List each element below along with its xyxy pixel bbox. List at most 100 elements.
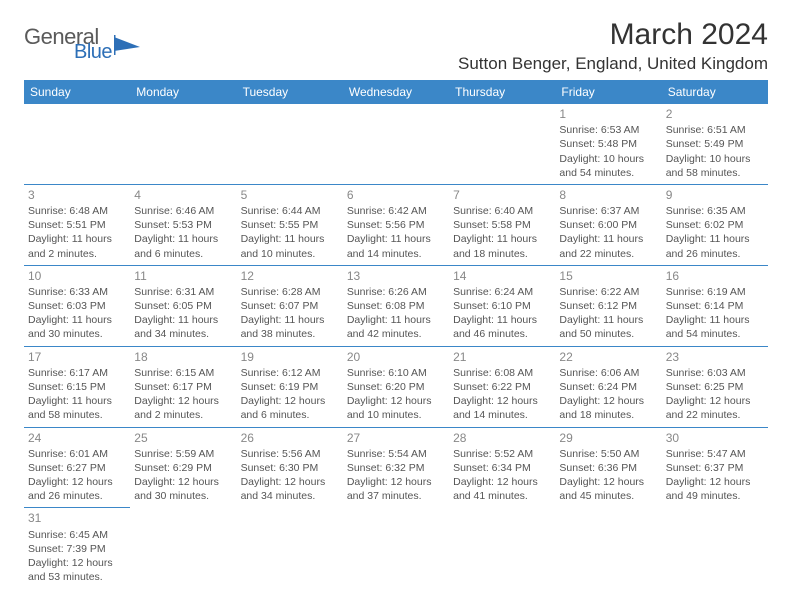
calendar-day-cell: 31Sunrise: 6:45 AMSunset: 7:39 PMDayligh… [24, 508, 130, 588]
sunset-line: Sunset: 5:48 PM [559, 137, 657, 151]
calendar-day-cell: 11Sunrise: 6:31 AMSunset: 6:05 PMDayligh… [130, 265, 236, 346]
day-number: 28 [453, 430, 551, 446]
daylight-line: Daylight: 11 hours and 22 minutes. [559, 232, 657, 260]
weekday-header: Tuesday [237, 80, 343, 104]
calendar-empty-cell [343, 104, 449, 184]
sunset-line: Sunset: 6:30 PM [241, 461, 339, 475]
daylight-line: Daylight: 12 hours and 45 minutes. [559, 475, 657, 503]
calendar-body: 1Sunrise: 6:53 AMSunset: 5:48 PMDaylight… [24, 104, 768, 588]
day-number: 25 [134, 430, 232, 446]
calendar-day-cell: 17Sunrise: 6:17 AMSunset: 6:15 PMDayligh… [24, 346, 130, 427]
daylight-line: Daylight: 12 hours and 34 minutes. [241, 475, 339, 503]
calendar-day-cell: 27Sunrise: 5:54 AMSunset: 6:32 PMDayligh… [343, 427, 449, 508]
daylight-line: Daylight: 11 hours and 38 minutes. [241, 313, 339, 341]
daylight-line: Daylight: 12 hours and 22 minutes. [666, 394, 764, 422]
day-number: 29 [559, 430, 657, 446]
daylight-line: Daylight: 11 hours and 10 minutes. [241, 232, 339, 260]
calendar-day-cell: 12Sunrise: 6:28 AMSunset: 6:07 PMDayligh… [237, 265, 343, 346]
sunrise-line: Sunrise: 6:51 AM [666, 123, 764, 137]
calendar-day-cell: 6Sunrise: 6:42 AMSunset: 5:56 PMDaylight… [343, 184, 449, 265]
sunrise-line: Sunrise: 6:48 AM [28, 204, 126, 218]
sunset-line: Sunset: 6:27 PM [28, 461, 126, 475]
sunset-line: Sunset: 6:20 PM [347, 380, 445, 394]
calendar-day-cell: 20Sunrise: 6:10 AMSunset: 6:20 PMDayligh… [343, 346, 449, 427]
sunrise-line: Sunrise: 5:47 AM [666, 447, 764, 461]
sunset-line: Sunset: 6:08 PM [347, 299, 445, 313]
daylight-line: Daylight: 12 hours and 6 minutes. [241, 394, 339, 422]
daylight-line: Daylight: 11 hours and 42 minutes. [347, 313, 445, 341]
calendar-day-cell: 22Sunrise: 6:06 AMSunset: 6:24 PMDayligh… [555, 346, 661, 427]
calendar-week-row: 3Sunrise: 6:48 AMSunset: 5:51 PMDaylight… [24, 184, 768, 265]
daylight-line: Daylight: 12 hours and 18 minutes. [559, 394, 657, 422]
sunset-line: Sunset: 6:15 PM [28, 380, 126, 394]
sunset-line: Sunset: 5:49 PM [666, 137, 764, 151]
sunrise-line: Sunrise: 6:19 AM [666, 285, 764, 299]
sunset-line: Sunset: 6:29 PM [134, 461, 232, 475]
day-number: 17 [28, 349, 126, 365]
day-number: 14 [453, 268, 551, 284]
sunset-line: Sunset: 6:12 PM [559, 299, 657, 313]
calendar-day-cell: 5Sunrise: 6:44 AMSunset: 5:55 PMDaylight… [237, 184, 343, 265]
day-number: 5 [241, 187, 339, 203]
daylight-line: Daylight: 12 hours and 10 minutes. [347, 394, 445, 422]
daylight-line: Daylight: 12 hours and 14 minutes. [453, 394, 551, 422]
logo: General Blue [24, 26, 142, 62]
calendar-day-cell: 10Sunrise: 6:33 AMSunset: 6:03 PMDayligh… [24, 265, 130, 346]
calendar-empty-cell [343, 508, 449, 588]
sunset-line: Sunset: 6:34 PM [453, 461, 551, 475]
daylight-line: Daylight: 11 hours and 2 minutes. [28, 232, 126, 260]
weekday-header: Saturday [662, 80, 768, 104]
daylight-line: Daylight: 11 hours and 46 minutes. [453, 313, 551, 341]
day-number: 21 [453, 349, 551, 365]
day-number: 19 [241, 349, 339, 365]
daylight-line: Daylight: 12 hours and 49 minutes. [666, 475, 764, 503]
calendar-day-cell: 24Sunrise: 6:01 AMSunset: 6:27 PMDayligh… [24, 427, 130, 508]
day-number: 15 [559, 268, 657, 284]
sunrise-line: Sunrise: 6:46 AM [134, 204, 232, 218]
sunset-line: Sunset: 6:25 PM [666, 380, 764, 394]
weekday-header: Wednesday [343, 80, 449, 104]
sunrise-line: Sunrise: 6:44 AM [241, 204, 339, 218]
sunset-line: Sunset: 6:10 PM [453, 299, 551, 313]
calendar-empty-cell [555, 508, 661, 588]
day-number: 1 [559, 106, 657, 122]
daylight-line: Daylight: 11 hours and 50 minutes. [559, 313, 657, 341]
calendar-day-cell: 13Sunrise: 6:26 AMSunset: 6:08 PMDayligh… [343, 265, 449, 346]
sunset-line: Sunset: 5:51 PM [28, 218, 126, 232]
sunset-line: Sunset: 6:14 PM [666, 299, 764, 313]
calendar-day-cell: 21Sunrise: 6:08 AMSunset: 6:22 PMDayligh… [449, 346, 555, 427]
sunset-line: Sunset: 6:17 PM [134, 380, 232, 394]
day-number: 3 [28, 187, 126, 203]
sunrise-line: Sunrise: 5:54 AM [347, 447, 445, 461]
calendar-day-cell: 26Sunrise: 5:56 AMSunset: 6:30 PMDayligh… [237, 427, 343, 508]
calendar-day-cell: 15Sunrise: 6:22 AMSunset: 6:12 PMDayligh… [555, 265, 661, 346]
calendar-week-row: 17Sunrise: 6:17 AMSunset: 6:15 PM Dayligh… [24, 346, 768, 427]
calendar-day-cell: 2Sunrise: 6:51 AMSunset: 5:49 PMDaylight… [662, 104, 768, 184]
day-number: 30 [666, 430, 764, 446]
calendar-week-row: 31Sunrise: 6:45 AMSunset: 7:39 PMDayligh… [24, 508, 768, 588]
daylight-line: Daylight: 11 hours and 54 minutes. [666, 313, 764, 341]
calendar-day-cell: 19Sunrise: 6:12 AMSunset: 6:19 PMDayligh… [237, 346, 343, 427]
calendar-empty-cell [237, 508, 343, 588]
day-number: 2 [666, 106, 764, 122]
logo-text-sub: Blue [74, 42, 112, 62]
sunrise-line: Sunrise: 6:42 AM [347, 204, 445, 218]
day-number: 6 [347, 187, 445, 203]
sunrise-line: Sunrise: 5:56 AM [241, 447, 339, 461]
calendar-day-cell: 7Sunrise: 6:40 AMSunset: 5:58 PMDaylight… [449, 184, 555, 265]
calendar-empty-cell [237, 104, 343, 184]
day-number: 8 [559, 187, 657, 203]
sunrise-line: Sunrise: 6:26 AM [347, 285, 445, 299]
calendar-empty-cell [24, 104, 130, 184]
sunset-line: Sunset: 5:56 PM [347, 218, 445, 232]
daylight-line: Daylight: 10 hours and 54 minutes. [559, 152, 657, 180]
calendar-day-cell: 14Sunrise: 6:24 AMSunset: 6:10 PMDayligh… [449, 265, 555, 346]
sunrise-line: Sunrise: 6:35 AM [666, 204, 764, 218]
sunset-line: Sunset: 6:24 PM [559, 380, 657, 394]
day-number: 16 [666, 268, 764, 284]
sunset-line: Sunset: 5:53 PM [134, 218, 232, 232]
calendar-day-cell: 8Sunrise: 6:37 AMSunset: 6:00 PMDaylight… [555, 184, 661, 265]
weekday-header: Monday [130, 80, 236, 104]
weekday-header: Sunday [24, 80, 130, 104]
sunrise-line: Sunrise: 6:17 AM [28, 366, 126, 380]
